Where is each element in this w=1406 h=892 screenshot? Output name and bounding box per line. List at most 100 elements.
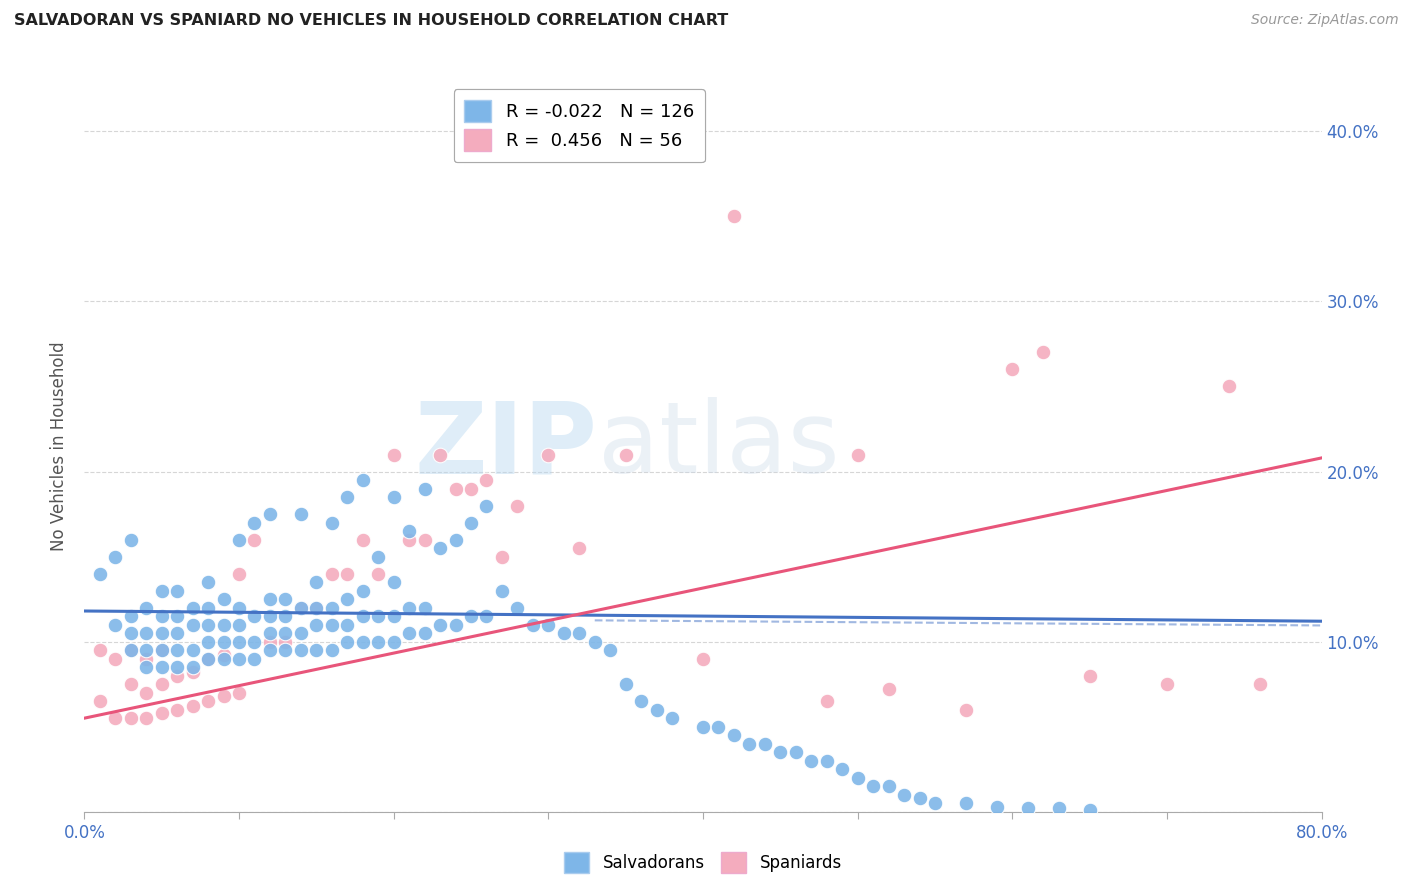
Point xyxy=(352,583,374,598)
Point xyxy=(893,788,915,802)
Point xyxy=(475,499,498,513)
Point xyxy=(305,617,328,632)
Point xyxy=(212,634,235,648)
Point xyxy=(723,728,745,742)
Point xyxy=(645,703,668,717)
Point xyxy=(181,617,204,632)
Point xyxy=(846,771,869,785)
Point xyxy=(120,533,142,547)
Point xyxy=(382,634,405,648)
Point xyxy=(305,600,328,615)
Point xyxy=(877,682,900,697)
Point xyxy=(583,634,606,648)
Point xyxy=(197,694,219,708)
Point xyxy=(599,643,621,657)
Point xyxy=(104,617,127,632)
Point xyxy=(800,754,823,768)
Point xyxy=(908,791,931,805)
Point xyxy=(120,626,142,640)
Point xyxy=(228,600,250,615)
Point xyxy=(135,651,157,665)
Point xyxy=(212,617,235,632)
Point xyxy=(367,549,389,564)
Point xyxy=(614,677,637,691)
Point xyxy=(321,516,343,530)
Point xyxy=(197,575,219,590)
Point xyxy=(120,643,142,657)
Text: SALVADORAN VS SPANIARD NO VEHICLES IN HOUSEHOLD CORRELATION CHART: SALVADORAN VS SPANIARD NO VEHICLES IN HO… xyxy=(14,13,728,29)
Point xyxy=(738,737,761,751)
Point xyxy=(1001,362,1024,376)
Point xyxy=(290,626,312,640)
Point xyxy=(506,600,529,615)
Point xyxy=(290,643,312,657)
Point xyxy=(290,507,312,521)
Point xyxy=(166,626,188,640)
Point xyxy=(243,634,266,648)
Point xyxy=(475,609,498,624)
Point xyxy=(877,779,900,793)
Point xyxy=(104,711,127,725)
Point xyxy=(460,609,482,624)
Point xyxy=(336,490,359,504)
Point xyxy=(166,643,188,657)
Point xyxy=(429,617,451,632)
Point xyxy=(228,651,250,665)
Point xyxy=(89,643,111,657)
Y-axis label: No Vehicles in Household: No Vehicles in Household xyxy=(51,341,69,551)
Point xyxy=(692,651,714,665)
Point xyxy=(460,482,482,496)
Point xyxy=(382,575,405,590)
Point xyxy=(692,720,714,734)
Point xyxy=(197,600,219,615)
Point xyxy=(321,643,343,657)
Point xyxy=(89,694,111,708)
Point xyxy=(120,677,142,691)
Point xyxy=(181,660,204,674)
Point xyxy=(955,796,977,810)
Legend: Salvadorans, Spaniards: Salvadorans, Spaniards xyxy=(558,846,848,880)
Point xyxy=(181,600,204,615)
Point xyxy=(336,566,359,581)
Point xyxy=(243,516,266,530)
Point xyxy=(429,541,451,555)
Point xyxy=(522,617,544,632)
Point xyxy=(274,609,297,624)
Point xyxy=(754,737,776,751)
Point xyxy=(352,634,374,648)
Point xyxy=(135,660,157,674)
Point xyxy=(367,634,389,648)
Point xyxy=(614,448,637,462)
Point xyxy=(444,482,467,496)
Point xyxy=(228,566,250,581)
Point xyxy=(568,626,591,640)
Point xyxy=(305,643,328,657)
Point xyxy=(166,668,188,682)
Point xyxy=(274,634,297,648)
Point xyxy=(150,626,173,640)
Point xyxy=(228,617,250,632)
Point xyxy=(228,533,250,547)
Point xyxy=(197,651,219,665)
Point xyxy=(212,651,235,665)
Point xyxy=(135,686,157,700)
Point xyxy=(475,473,498,487)
Point xyxy=(537,617,560,632)
Point xyxy=(785,745,807,759)
Point xyxy=(336,634,359,648)
Point xyxy=(89,566,111,581)
Point xyxy=(212,592,235,607)
Text: Source: ZipAtlas.com: Source: ZipAtlas.com xyxy=(1251,13,1399,28)
Point xyxy=(1017,801,1039,815)
Point xyxy=(259,626,281,640)
Point xyxy=(274,592,297,607)
Point xyxy=(321,600,343,615)
Point xyxy=(1156,677,1178,691)
Point xyxy=(274,626,297,640)
Point xyxy=(553,626,575,640)
Point xyxy=(197,617,219,632)
Point xyxy=(181,699,204,714)
Point xyxy=(352,533,374,547)
Point xyxy=(135,711,157,725)
Point xyxy=(120,711,142,725)
